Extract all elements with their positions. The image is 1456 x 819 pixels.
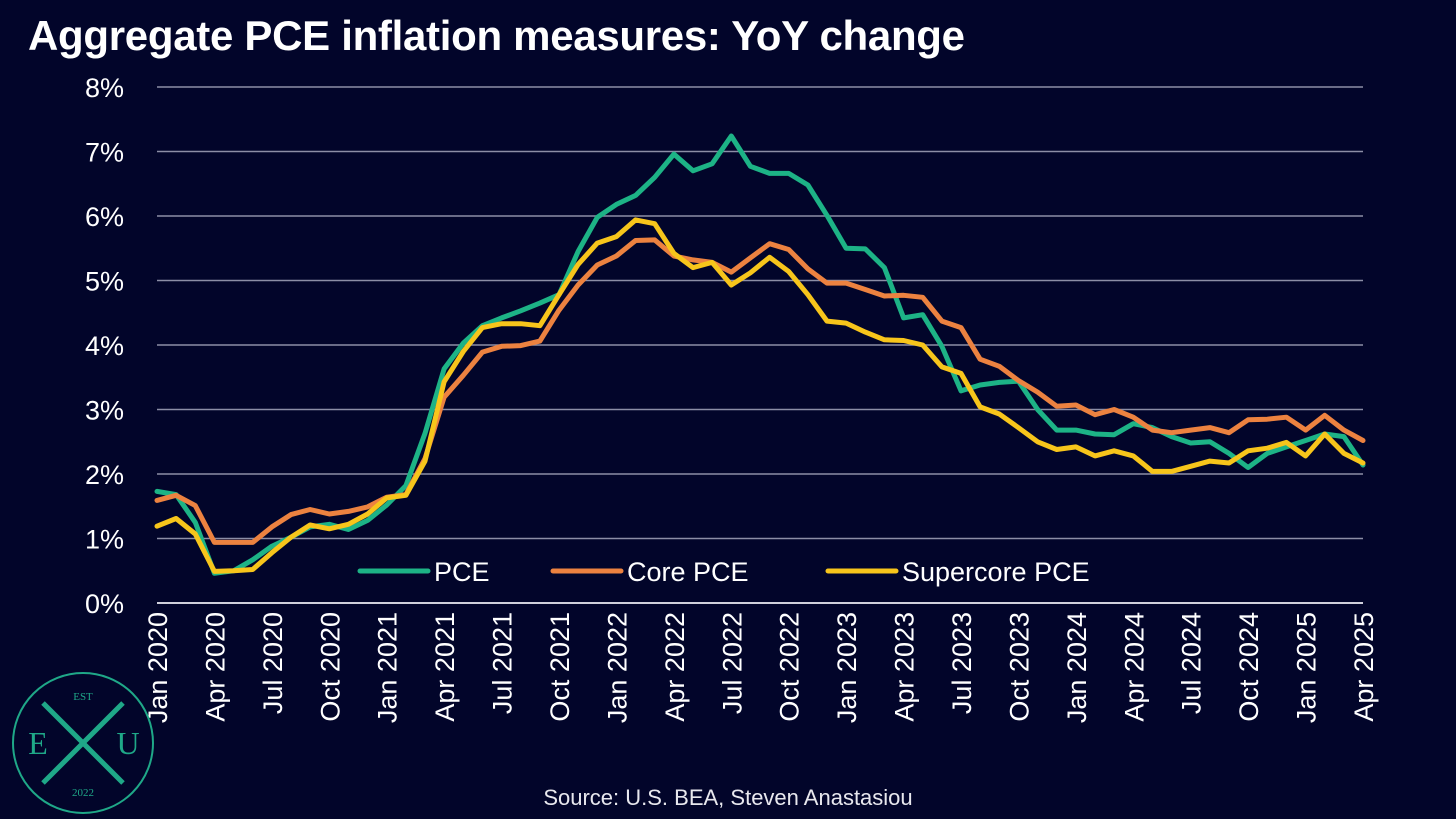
x-tick-label: Oct 2022 xyxy=(775,612,805,722)
chart-title: Aggregate PCE inflation measures: YoY ch… xyxy=(28,12,965,59)
x-tick-label: Apr 2024 xyxy=(1119,612,1149,722)
series-lines xyxy=(154,133,1366,576)
y-tick-label: 5% xyxy=(85,267,124,297)
y-tick-label: 0% xyxy=(85,589,124,619)
x-tick-label: Oct 2023 xyxy=(1004,612,1034,722)
x-tick-label: Oct 2020 xyxy=(315,612,345,722)
x-tick-label: Jul 2023 xyxy=(947,612,977,714)
legend-label-supercore-pce: Supercore PCE xyxy=(902,557,1090,587)
y-axis-ticks: 0% 1% 2% 3% 4% 5% 6% 7% 8% xyxy=(85,73,124,619)
x-tick-label: Jul 2020 xyxy=(258,612,288,714)
x-tick-label: Apr 2020 xyxy=(200,612,230,722)
logo-ring xyxy=(12,672,154,814)
x-axis-ticks: Jan 2020 Apr 2020 Jul 2020 Oct 2020 Jan 2021… xyxy=(143,612,1379,723)
x-tick-label: Oct 2024 xyxy=(1234,612,1264,722)
series-line-supercore-pce xyxy=(154,217,1366,574)
x-tick-label: Jan 2021 xyxy=(373,612,403,723)
y-tick-label: 2% xyxy=(85,460,124,490)
x-tick-label: Jan 2020 xyxy=(143,612,173,723)
y-tick-label: 3% xyxy=(85,396,124,426)
y-tick-label: 1% xyxy=(85,525,124,555)
logo-bottom-text: 2022 xyxy=(72,787,94,799)
x-tick-label: Jan 2023 xyxy=(832,612,862,723)
legend-label-core-pce: Core PCE xyxy=(627,557,749,587)
x-tick-label: Jul 2024 xyxy=(1177,612,1207,714)
logo-left-letter: E xyxy=(28,725,48,761)
x-tick-label: Apr 2023 xyxy=(890,612,920,722)
logo-top-text: EST xyxy=(73,691,93,703)
source-note: Source: U.S. BEA, Steven Anastasiou xyxy=(543,785,913,810)
x-tick-label: Oct 2021 xyxy=(545,612,575,722)
series-line-core-pce xyxy=(154,237,1366,545)
legend: PCE Core PCE Supercore PCE xyxy=(357,557,1090,587)
series-line-pce xyxy=(154,133,1366,576)
x-tick-label: Jan 2025 xyxy=(1292,612,1322,723)
exu-logo: EST E U 2022 xyxy=(12,672,154,814)
x-tick-label: Jul 2022 xyxy=(717,612,747,714)
legend-label-pce: PCE xyxy=(434,557,490,587)
x-tick-label: Jan 2024 xyxy=(1062,612,1092,723)
y-tick-label: 8% xyxy=(85,73,124,103)
x-tick-label: Jan 2022 xyxy=(602,612,632,723)
logo-right-letter: U xyxy=(116,725,139,761)
x-tick-label: Apr 2025 xyxy=(1349,612,1379,722)
x-tick-label: Apr 2022 xyxy=(660,612,690,722)
y-tick-label: 6% xyxy=(85,202,124,232)
y-tick-label: 4% xyxy=(85,331,124,361)
y-tick-label: 7% xyxy=(85,138,124,168)
x-tick-label: Jul 2021 xyxy=(488,612,518,714)
x-tick-label: Apr 2021 xyxy=(430,612,460,722)
logo-cross-b xyxy=(41,701,125,785)
gridlines xyxy=(157,86,1363,604)
